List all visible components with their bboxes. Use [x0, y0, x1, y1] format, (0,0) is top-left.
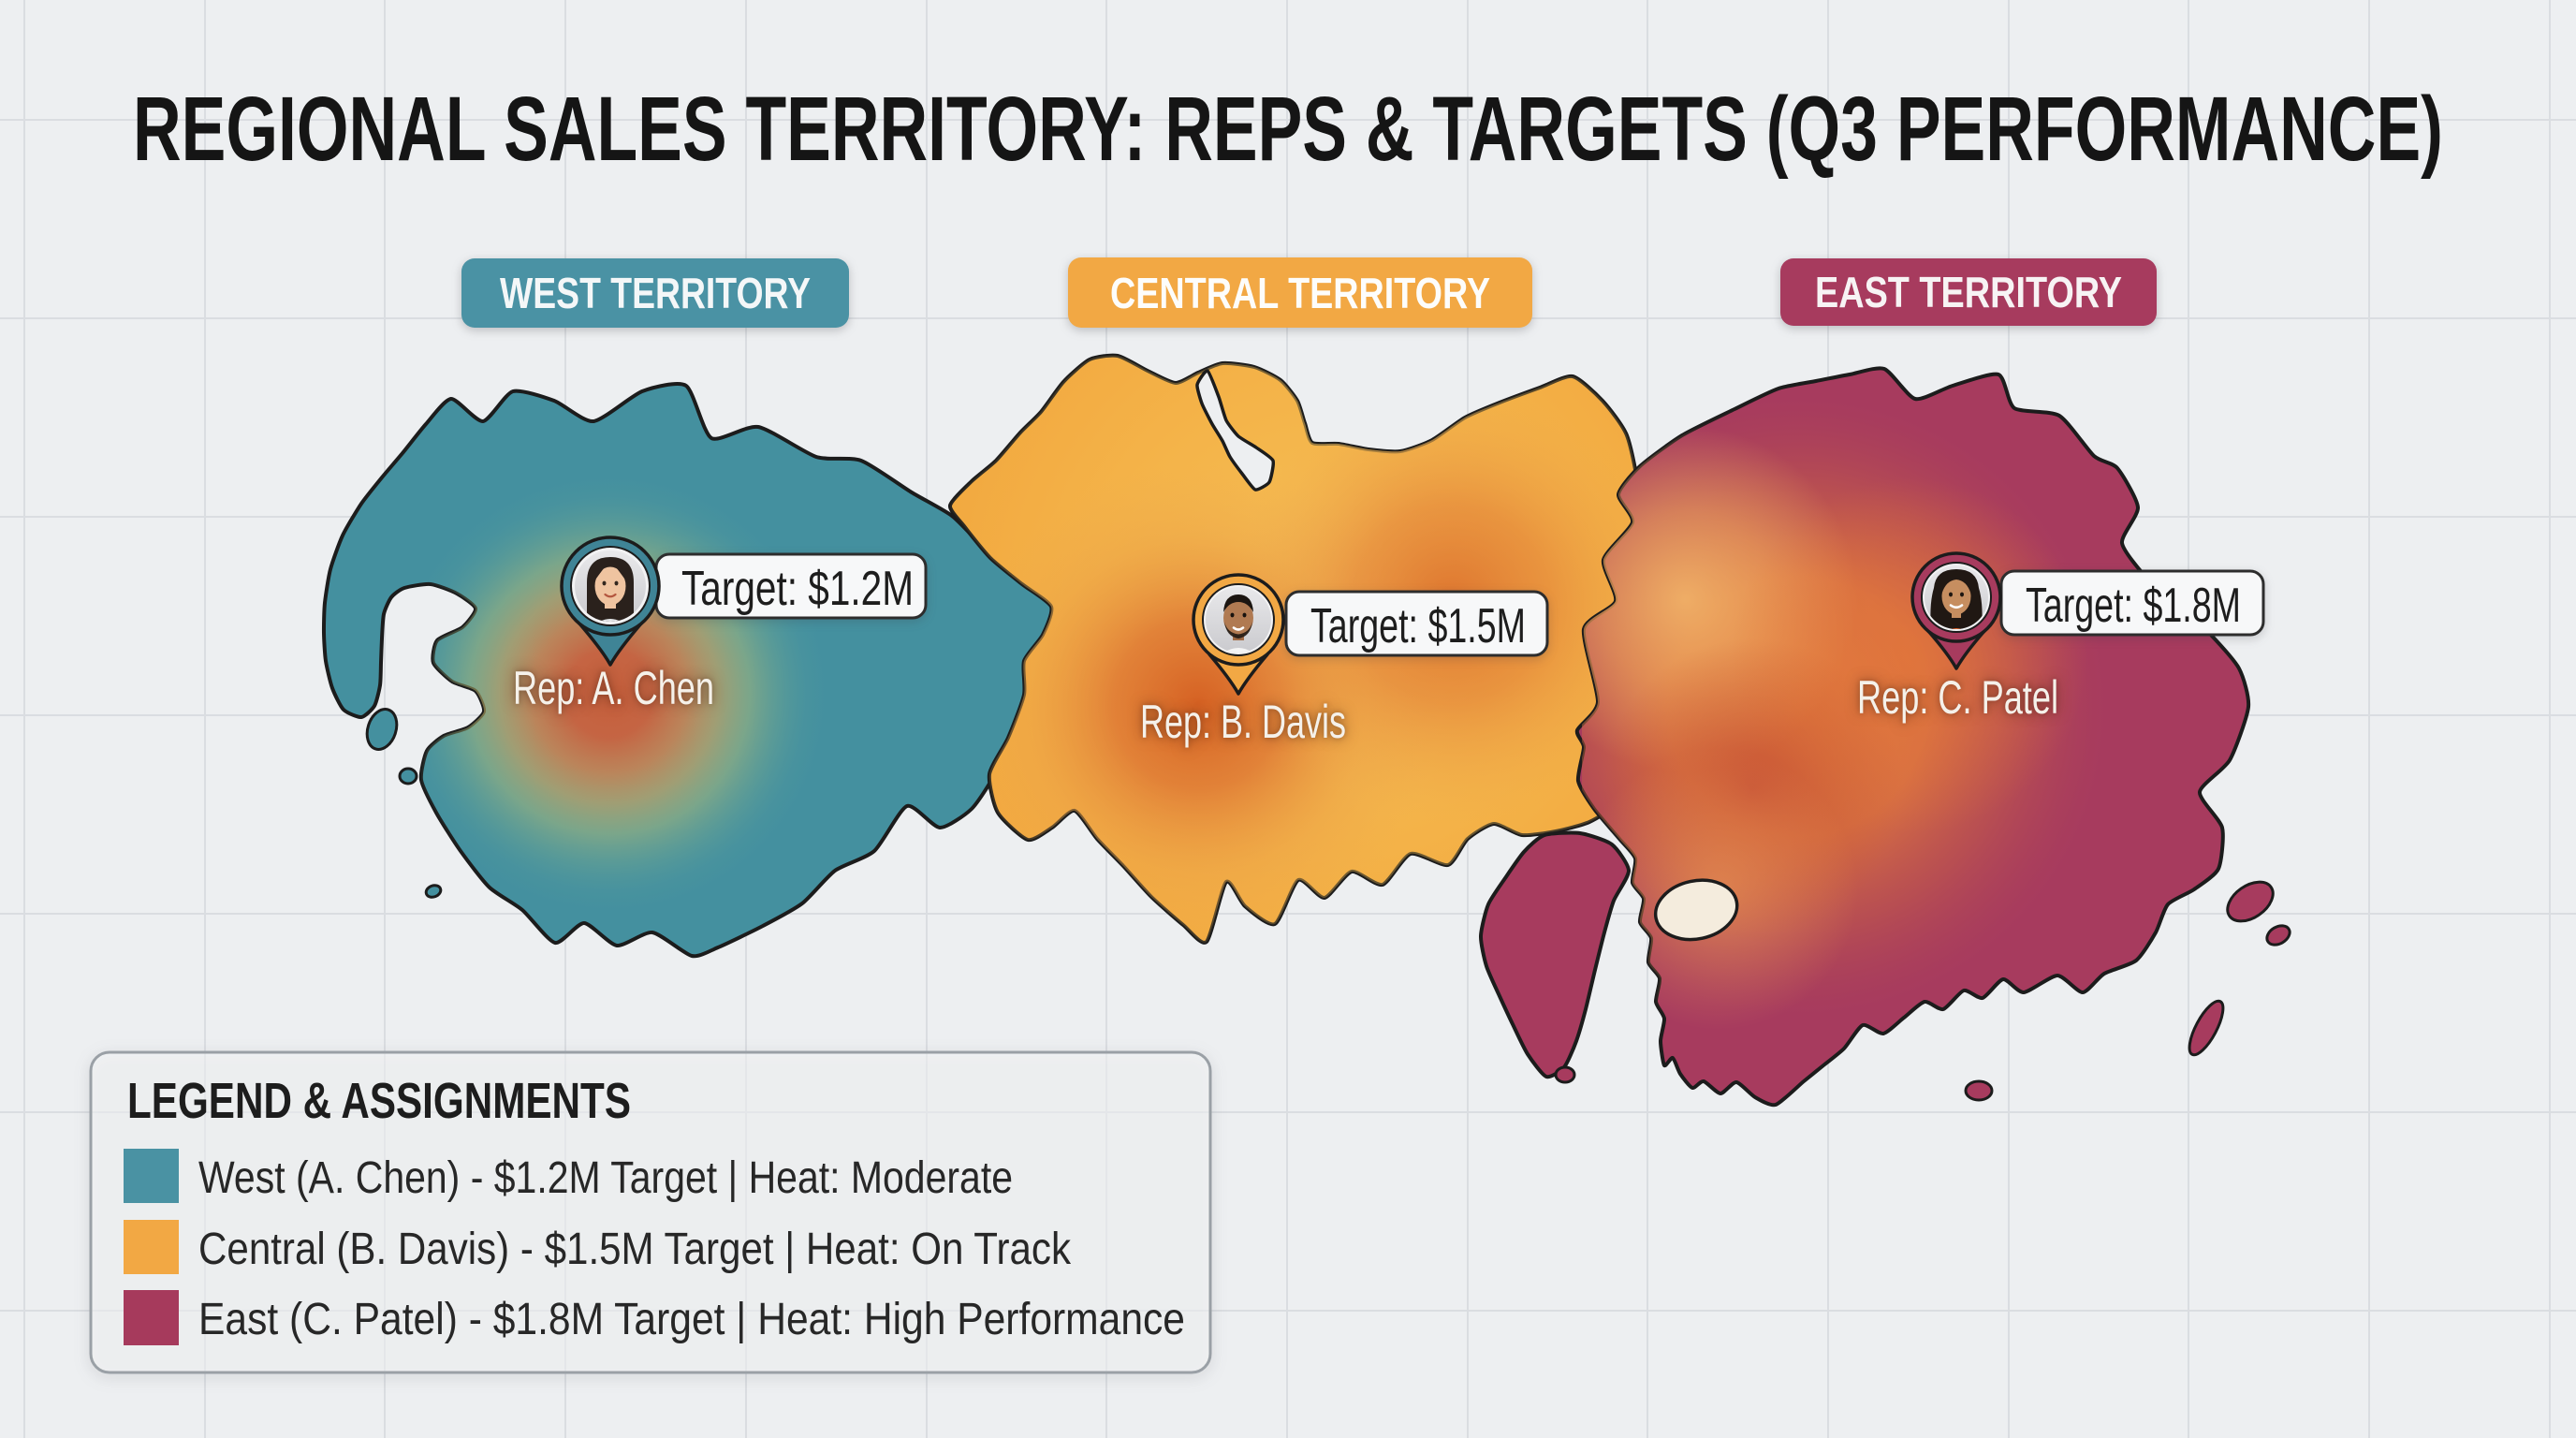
svg-text:REGIONAL SALES TERRITORY: REPS: REGIONAL SALES TERRITORY: REPS & TARGETS…	[133, 78, 2443, 180]
svg-text:CENTRAL TERRITORY: CENTRAL TERRITORY	[1110, 269, 1490, 317]
svg-text:Rep: B. Davis: Rep: B. Davis	[1140, 696, 1346, 748]
svg-text:Central (B. Davis) - $1.5M Tar: Central (B. Davis) - $1.5M Target | Heat…	[198, 1225, 1072, 1274]
svg-text:East (C. Patel) - $1.8M Target: East (C. Patel) - $1.8M Target | Heat: H…	[198, 1295, 1185, 1344]
svg-text:Target: $1.5M: Target: $1.5M	[1310, 599, 1526, 653]
svg-text:LEGEND & ASSIGNMENTS: LEGEND & ASSIGNMENTS	[127, 1073, 631, 1129]
svg-text:Rep: C. Patel: Rep: C. Patel	[1857, 671, 2058, 724]
svg-text:West (A. Chen) - $1.2M Target: West (A. Chen) - $1.2M Target | Heat: Mo…	[198, 1153, 1013, 1203]
svg-text:Target: $1.2M: Target: $1.2M	[681, 562, 914, 616]
svg-text:WEST TERRITORY: WEST TERRITORY	[500, 269, 811, 317]
svg-text:Rep: A. Chen: Rep: A. Chen	[513, 662, 714, 714]
svg-text:EAST TERRITORY: EAST TERRITORY	[1815, 268, 2122, 316]
svg-text:Target: $1.8M: Target: $1.8M	[2026, 579, 2241, 633]
